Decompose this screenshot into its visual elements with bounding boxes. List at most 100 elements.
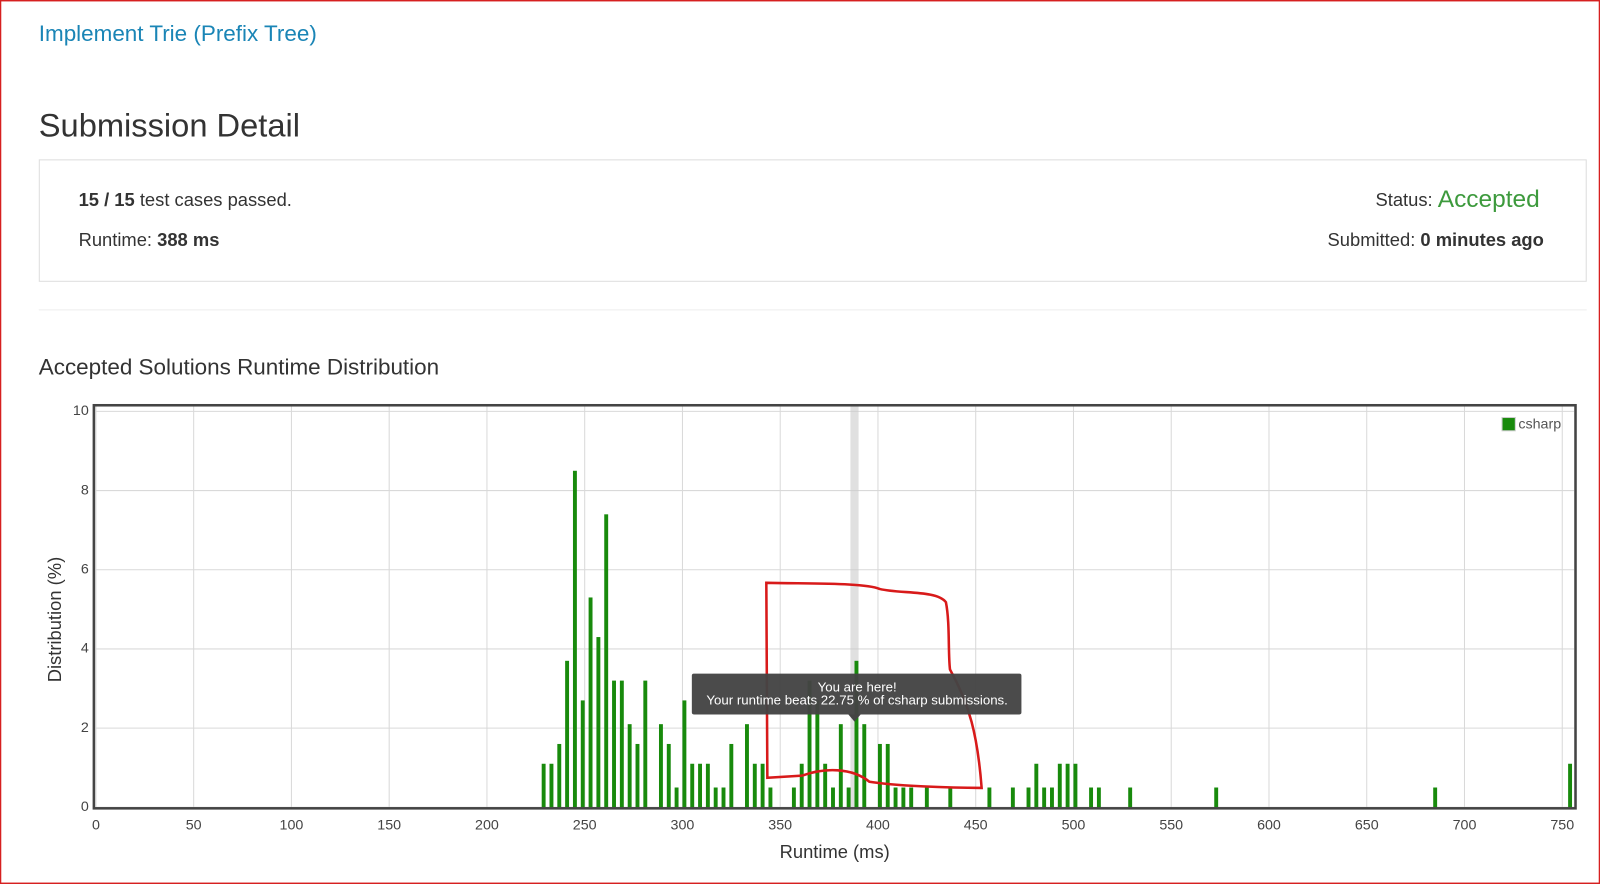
bar: [1034, 763, 1039, 808]
bar: [1128, 787, 1133, 808]
x-axis-label: Runtime (ms): [780, 841, 890, 862]
plot-frame: [92, 403, 1577, 810]
bar: [596, 637, 601, 808]
x-tick-label: 500: [1062, 817, 1086, 833]
x-tick-label: 300: [671, 817, 695, 833]
bar: [572, 470, 577, 808]
bar: [588, 597, 593, 808]
status-label: Status:: [1375, 189, 1432, 210]
bar: [565, 660, 570, 808]
tooltip-text: Your runtime beats 22.75 % of csharp sub…: [706, 693, 1007, 708]
y-tick-label: 2: [81, 720, 89, 736]
chart-title: Accepted Solutions Runtime Distribution: [39, 354, 439, 379]
tooltip-box: [691, 673, 1022, 715]
y-tick-label: 10: [73, 403, 89, 419]
bar: [838, 724, 843, 808]
bar: [1073, 763, 1078, 808]
y-tick-label: 8: [81, 482, 89, 498]
bar: [666, 743, 671, 808]
bar: [745, 724, 749, 808]
status-line: Status: Accepted: [1375, 187, 1539, 214]
bar: [823, 763, 828, 808]
bar: [752, 763, 757, 808]
runtime-label: Runtime:: [79, 229, 152, 250]
bar: [1010, 787, 1015, 808]
summary-box: [38, 159, 1587, 282]
cases-line: 15 / 15 test cases passed.: [79, 189, 292, 210]
cases: 15 / 15: [79, 189, 135, 210]
bar: [698, 763, 703, 808]
tooltip-pointer: [848, 714, 861, 722]
bar: [901, 787, 906, 808]
bar: [1042, 787, 1047, 808]
bar: [807, 680, 812, 808]
cases-text: test cases passed.: [140, 189, 292, 210]
bar: [619, 680, 624, 808]
bar: [760, 763, 765, 808]
bar: [1065, 763, 1070, 808]
bar: [854, 660, 859, 808]
bar: [541, 763, 546, 808]
x-tick-label: 50: [186, 817, 202, 833]
x-tick-label: 100: [280, 817, 304, 833]
bar: [909, 787, 914, 808]
y-tick-label: 6: [81, 562, 89, 578]
x-tick-label: 550: [1159, 817, 1183, 833]
bar: [877, 743, 882, 808]
x-tick-label: 750: [1550, 817, 1574, 833]
bar: [815, 700, 820, 808]
bar: [1214, 787, 1219, 808]
bar: [580, 700, 585, 808]
x-tick-label: 350: [768, 817, 792, 833]
bar: [1057, 763, 1062, 808]
bar: [791, 787, 796, 808]
runtime-marker: [850, 405, 859, 808]
x-tick-label: 600: [1257, 817, 1281, 833]
x-tick-label: 200: [475, 817, 499, 833]
bar: [1089, 787, 1094, 808]
bar: [682, 700, 687, 808]
bar: [987, 787, 992, 808]
runtime: 388 ms: [157, 229, 219, 250]
bar: [721, 787, 726, 808]
bar: [768, 787, 773, 808]
bar: [635, 743, 640, 808]
bar: [831, 787, 835, 808]
submitted-label: Submitted:: [1328, 229, 1416, 250]
bar: [643, 680, 648, 808]
legend-swatch: [1501, 417, 1516, 432]
x-tick-label: 650: [1355, 817, 1379, 833]
y-axis-label: Distribution (%): [44, 557, 65, 683]
bar: [690, 763, 695, 808]
page-title: Submission Detail: [39, 106, 300, 143]
bar: [1050, 787, 1054, 808]
bar: [893, 787, 898, 808]
tooltip-text: You are here!: [818, 679, 897, 694]
bar: [799, 763, 804, 808]
plot-area: [93, 405, 1576, 809]
bar: [948, 787, 953, 808]
bar: [1433, 787, 1438, 808]
bar: [846, 787, 851, 808]
bar: [604, 514, 609, 808]
bar: [862, 724, 867, 808]
submitted: 0 minutes ago: [1420, 229, 1543, 250]
legend-label: csharp: [1518, 416, 1561, 432]
bar: [627, 724, 632, 808]
bar: [729, 743, 734, 808]
tooltip: You are here!Your runtime beats 22.75 % …: [691, 673, 1022, 722]
y-tick-label: 4: [81, 641, 89, 657]
bar: [549, 763, 554, 808]
bar: [705, 763, 710, 808]
x-tick-label: 450: [964, 817, 988, 833]
bar: [612, 680, 616, 808]
bar: [674, 787, 679, 808]
problem-link[interactable]: Implement Trie (Prefix Tree): [39, 21, 317, 46]
submitted-line: Submitted: 0 minutes ago: [1328, 229, 1544, 250]
x-tick-label: 400: [866, 817, 890, 833]
bar: [1026, 787, 1031, 808]
x-tick-label: 700: [1453, 817, 1477, 833]
